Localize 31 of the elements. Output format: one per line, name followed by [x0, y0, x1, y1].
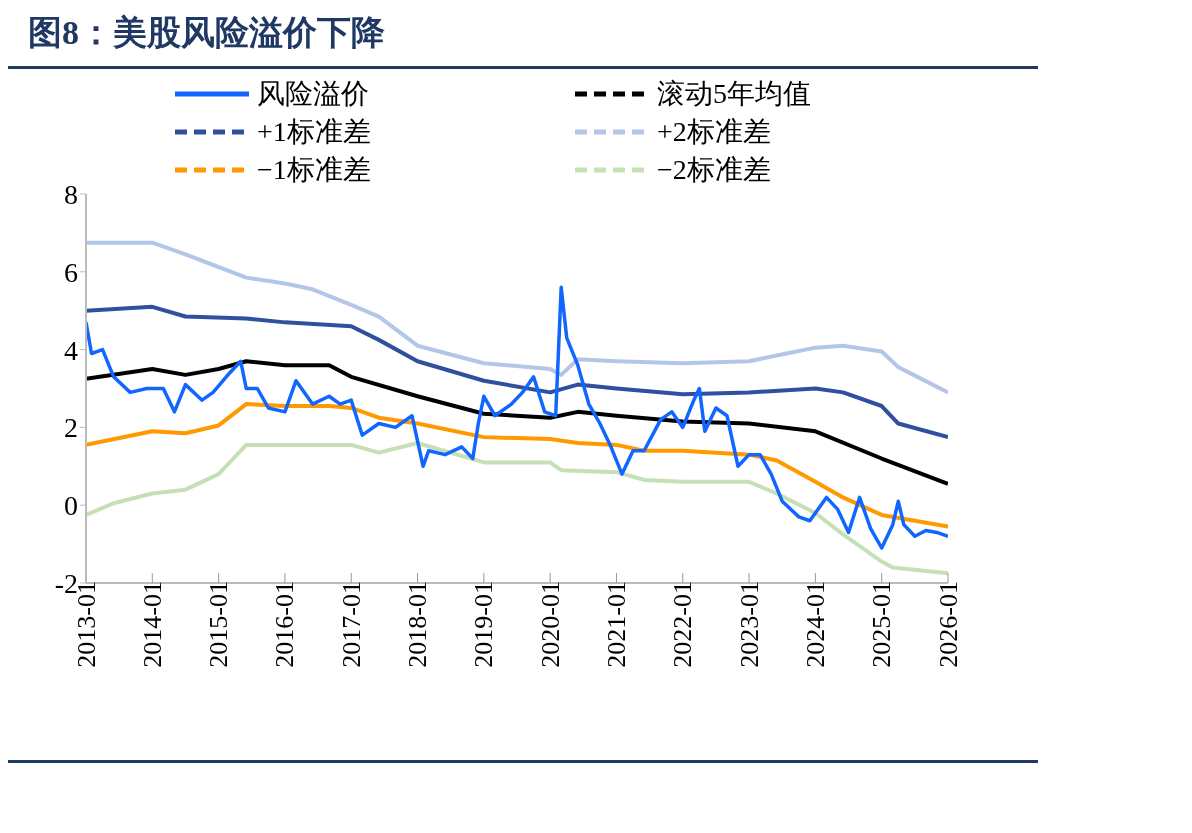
legend-label: +1标准差 — [257, 115, 371, 149]
x-tick-label: 2015-01 — [204, 581, 234, 668]
x-tick-label: 2023-01 — [734, 581, 764, 668]
x-tick-label: 2018-01 — [403, 581, 433, 668]
legend-label: +2标准差 — [657, 115, 771, 149]
x-tick-label: 2014-01 — [137, 581, 167, 668]
legend-label: −1标准差 — [257, 153, 371, 187]
line-series — [86, 402, 948, 529]
x-tick-label: 2024-01 — [800, 581, 830, 668]
x-tick-label: 2021-01 — [601, 581, 631, 668]
x-tick-label: 2025-01 — [867, 581, 897, 668]
y-tick-label: 0 — [64, 490, 78, 522]
line-series — [86, 304, 948, 440]
x-tick-label: 2022-01 — [668, 581, 698, 668]
legend-label: 滚动5年均值 — [657, 77, 811, 111]
x-tick-label: 2017-01 — [336, 581, 366, 668]
y-tick-label: 6 — [64, 256, 78, 288]
y-tick-label: 4 — [64, 334, 78, 366]
x-tick-label: 2026-01 — [933, 581, 963, 668]
chart-title: 图8：美股风险溢价下降 — [28, 13, 385, 53]
x-tick-label: 2019-01 — [469, 581, 499, 668]
line-series — [86, 240, 948, 395]
line-series — [86, 440, 948, 576]
x-tick-label: 2020-01 — [535, 581, 565, 668]
legend-label: 风险溢价 — [257, 77, 369, 111]
line-series — [86, 359, 948, 486]
y-tick-label: 2 — [64, 412, 78, 444]
x-tick-label: 2016-01 — [270, 581, 300, 668]
legend-label: −2标准差 — [657, 153, 771, 187]
line-series — [86, 285, 948, 550]
y-tick-label: 8 — [64, 178, 78, 210]
